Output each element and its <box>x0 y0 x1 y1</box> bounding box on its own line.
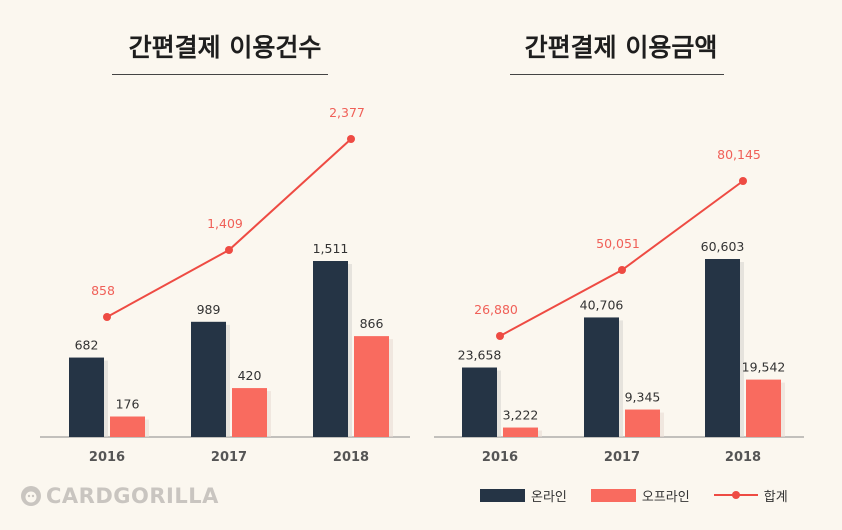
total-label: 2,377 <box>329 105 365 120</box>
bar-offline-label: 3,222 <box>503 408 539 423</box>
bar-online <box>69 357 104 437</box>
total-label: 858 <box>91 283 115 298</box>
legend-offline-swatch <box>590 488 636 502</box>
bar-offline-label: 420 <box>238 368 262 383</box>
bar-online <box>191 321 226 437</box>
brand-logo: CARDGORILLA <box>20 482 219 510</box>
total-point <box>225 246 233 254</box>
bar-online <box>705 259 740 437</box>
bar-offline-label: 176 <box>116 396 140 411</box>
total-label: 26,880 <box>474 302 518 317</box>
bar-offline <box>354 336 389 437</box>
title-underline-left <box>112 74 328 75</box>
x-tick-label: 2016 <box>482 450 518 465</box>
legend-total-line-icon <box>713 491 758 499</box>
bar-offline-label: 9,345 <box>625 390 661 405</box>
legend-online: 온라인 <box>480 486 567 505</box>
bar-online-label: 989 <box>197 302 221 317</box>
x-tick-label: 2017 <box>604 450 640 465</box>
bar-offline <box>232 388 267 437</box>
legend: 온라인 오프라인 합계 <box>480 484 812 506</box>
total-label: 1,409 <box>207 216 243 231</box>
bar-online-label: 40,706 <box>580 297 624 312</box>
x-tick-label: 2016 <box>89 450 125 465</box>
bar-offline <box>746 379 781 437</box>
bar-offline <box>503 427 538 437</box>
bar-online <box>462 367 497 437</box>
bar-online <box>313 261 348 437</box>
legend-online-label: 온라인 <box>531 489 567 505</box>
bar-offline <box>110 416 145 437</box>
legend-offline-label: 오프라인 <box>641 489 690 505</box>
brand-name: CARDGORILLA <box>46 484 219 508</box>
bar-online-label: 23,658 <box>458 348 502 363</box>
total-point <box>618 266 626 274</box>
total-label: 80,145 <box>717 147 761 162</box>
chart-title-left: 간편결제 이용건수 <box>128 33 322 62</box>
total-label: 50,051 <box>596 236 640 251</box>
bar-offline-label: 866 <box>360 316 384 331</box>
bar-online-label: 60,603 <box>701 239 745 254</box>
bar-online-label: 682 <box>75 338 99 353</box>
bar-offline-label: 19,542 <box>742 360 786 375</box>
title-underline-right <box>510 74 724 75</box>
x-tick-label: 2018 <box>725 450 761 465</box>
total-point <box>103 313 111 321</box>
legend-total: 합계 <box>713 486 788 505</box>
legend-online-swatch <box>480 488 525 502</box>
total-point <box>739 177 747 185</box>
total-point <box>347 135 355 143</box>
chart-title-right: 간편결제 이용금액 <box>524 33 718 62</box>
legend-total-label: 합계 <box>763 489 788 505</box>
gorilla-icon <box>21 486 41 506</box>
x-tick-label: 2018 <box>333 450 369 465</box>
bar-online-label: 1,511 <box>313 241 349 256</box>
bar-online <box>584 317 619 437</box>
bar-offline <box>625 409 660 437</box>
total-point <box>496 332 504 340</box>
legend-offline: 오프라인 <box>590 486 690 505</box>
x-tick-label: 2017 <box>211 450 247 465</box>
